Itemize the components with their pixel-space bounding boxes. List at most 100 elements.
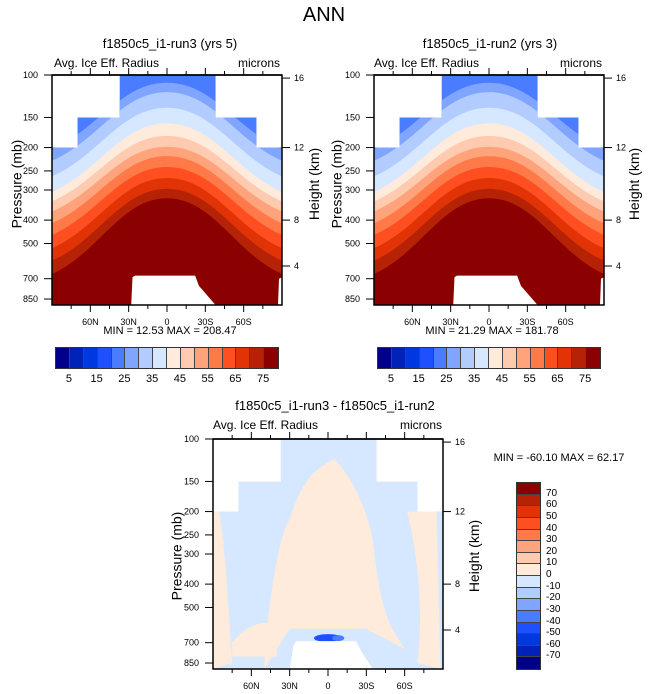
y-right-tick-label: 12 (455, 507, 465, 517)
colorbar-cell (558, 348, 573, 368)
colorbar-cell (194, 348, 209, 368)
colorbar-cell (236, 348, 251, 368)
contour-band (52, 198, 282, 305)
y-right-tick-label: 4 (616, 261, 621, 271)
y-right-tick-label: 16 (294, 73, 304, 83)
colorbar-cell (516, 348, 531, 368)
colorbar-cell (180, 348, 195, 368)
y-tick-label: 500 (23, 238, 38, 248)
x-tick-label: 30N (120, 317, 137, 327)
y-axis-label: Pressure (mb) (328, 139, 345, 229)
colorbar-cell (447, 348, 462, 368)
y-tick-label: 300 (23, 185, 38, 195)
y-tick-label: 850 (345, 294, 360, 304)
colorbar-cell (517, 517, 540, 530)
colorbar-cell (391, 348, 406, 368)
y-tick-label: 850 (23, 294, 38, 304)
contour-band (232, 622, 277, 657)
colorbar-cell (517, 552, 540, 565)
colorbar-label: 5 (65, 373, 72, 385)
colorbar-cell (405, 348, 420, 368)
plot-area: 60N 30N 0 30S 60S 100 150 200 250 300 400 500 700 850… (345, 68, 626, 327)
colorbar-label: 55 (523, 373, 536, 385)
colorbar-label: -10 (546, 580, 561, 592)
x-tick-label: 60N (404, 317, 421, 327)
colorbar-label: 65 (229, 373, 242, 385)
colorbar-cell (208, 348, 223, 368)
x-tick-label: 30N (281, 681, 298, 691)
contour-band (213, 511, 233, 669)
colorbar-cell (517, 564, 540, 576)
colorbar-label: -60 (546, 638, 561, 650)
colorbar-cell (83, 348, 98, 368)
y-tick-label: 200 (23, 143, 38, 153)
min-max-label: MIN = 21.29 MAX = 181.78 (425, 325, 559, 337)
colorbar-label: 40 (546, 522, 558, 534)
y-right-tick-label: 8 (455, 579, 460, 589)
panel-title: f1850c5_i1-run3 (yrs 5) (102, 36, 238, 51)
y-right-tick-label: 12 (616, 143, 626, 153)
y-tick-label: 100 (184, 434, 199, 444)
colorbar-label: 45 (495, 373, 508, 385)
colorbar-cell (586, 348, 600, 368)
colorbar-cell (517, 494, 540, 507)
y-axis-right-label: Height (km) (626, 147, 643, 221)
y-tick-label: 250 (345, 166, 360, 176)
y-right-tick-label: 16 (616, 73, 626, 83)
y-tick-label: 400 (345, 215, 360, 225)
x-tick-label: 60S (397, 681, 413, 691)
colorbar-cell (517, 610, 540, 623)
colorbar-cell (517, 529, 540, 542)
surface-mask (278, 277, 282, 305)
x-tick-label: 0 (325, 681, 330, 691)
colorbar-cell (378, 348, 392, 368)
colorbar-cell (419, 348, 434, 368)
min-max-label: MIN = 12.53 MAX = 208.47 (103, 325, 237, 337)
colorbar-label: 65 (551, 373, 564, 385)
colorbar-cell (167, 348, 181, 368)
colorbar-cell (111, 348, 126, 368)
colorbar-label: 50 (546, 510, 558, 522)
colorbar-cell (517, 599, 540, 611)
colorbar-cell (517, 657, 540, 669)
y-tick-label: 200 (345, 143, 360, 153)
colorbar-cell (222, 348, 237, 368)
y-tick-label: 100 (345, 70, 360, 80)
units-label: microns (560, 56, 603, 70)
y-right-tick-label: 4 (455, 625, 460, 635)
y-axis-right-label: Height (km) (306, 147, 323, 221)
x-tick-label: 30S (519, 317, 535, 327)
surface-mask (289, 641, 373, 669)
colorbar-cell (517, 506, 540, 518)
colorbar-label: 30 (546, 534, 558, 546)
y-tick-label: 150 (345, 112, 360, 122)
x-tick-label: 0 (164, 317, 169, 327)
colorbar-cell (97, 348, 112, 368)
y-axis-label: Pressure (mb) (8, 139, 25, 229)
x-tick-label: 30S (197, 317, 213, 327)
x-tick-label: 0 (486, 317, 491, 327)
x-tick-label: 30S (358, 681, 374, 691)
colorbar-label: 70 (546, 487, 558, 499)
colorbar-cell (489, 348, 503, 368)
colorbar-label: 35 (468, 373, 481, 385)
x-tick-label: 60N (82, 317, 99, 327)
y-tick-label: 150 (23, 112, 38, 122)
colorbar-label: -70 (546, 650, 561, 662)
colorbar (55, 347, 279, 369)
x-tick-label: 30N (442, 317, 459, 327)
colorbar-cell (139, 348, 154, 368)
panel-title: f1850c5_i1-run3 - f1850c5_i1-run2 (235, 398, 435, 413)
colorbar-cell (69, 348, 84, 368)
colorbar-cell (544, 348, 559, 368)
colorbar-label: -50 (546, 627, 561, 639)
contour-field (213, 439, 443, 669)
x-tick-label: 60N (243, 681, 260, 691)
y-axis-right-label: Height (km) (466, 519, 483, 593)
contour-band (374, 198, 604, 305)
colorbar-cell (517, 587, 540, 600)
colorbar-label: -40 (546, 615, 561, 627)
colorbar-cell (517, 634, 540, 646)
surface-mask (453, 275, 538, 305)
y-right-tick-label: 8 (294, 215, 299, 225)
